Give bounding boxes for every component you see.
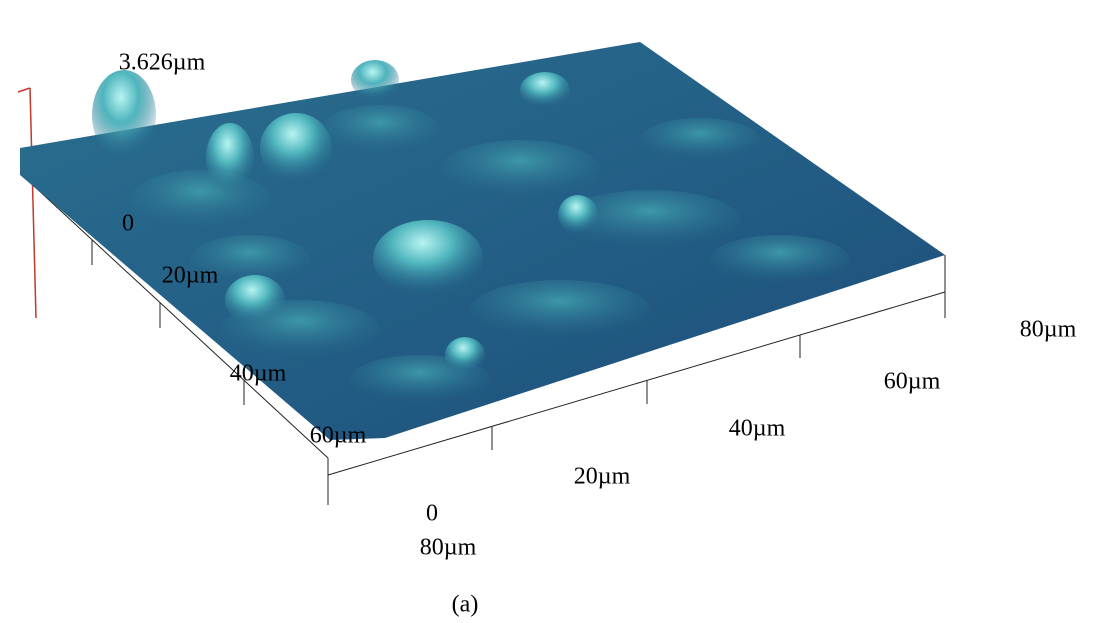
left-axis-label: 20µm (162, 263, 219, 289)
bottom-axis-label: 80µm (1020, 317, 1077, 343)
left-axis-label: 0 (122, 211, 134, 237)
z-tick (18, 88, 30, 92)
bottom-axis-label: 40µm (729, 416, 786, 442)
bottom-axis-label: 0 (426, 501, 438, 527)
left-axis-label: 80µm (420, 535, 477, 561)
z-axis (30, 88, 36, 318)
caption: (a) (452, 592, 479, 618)
bottom-axis-label: 60µm (884, 369, 941, 395)
bottom-axis-label: 20µm (574, 464, 631, 490)
left-axis-label: 40µm (230, 361, 287, 387)
left-axis-label: 60µm (310, 423, 367, 449)
z-max-label: 3.626µm (119, 50, 206, 76)
figure: 3.626µm 0 20µm 40µm 60µm 80µm 0 20µm 40µ… (0, 0, 1101, 623)
